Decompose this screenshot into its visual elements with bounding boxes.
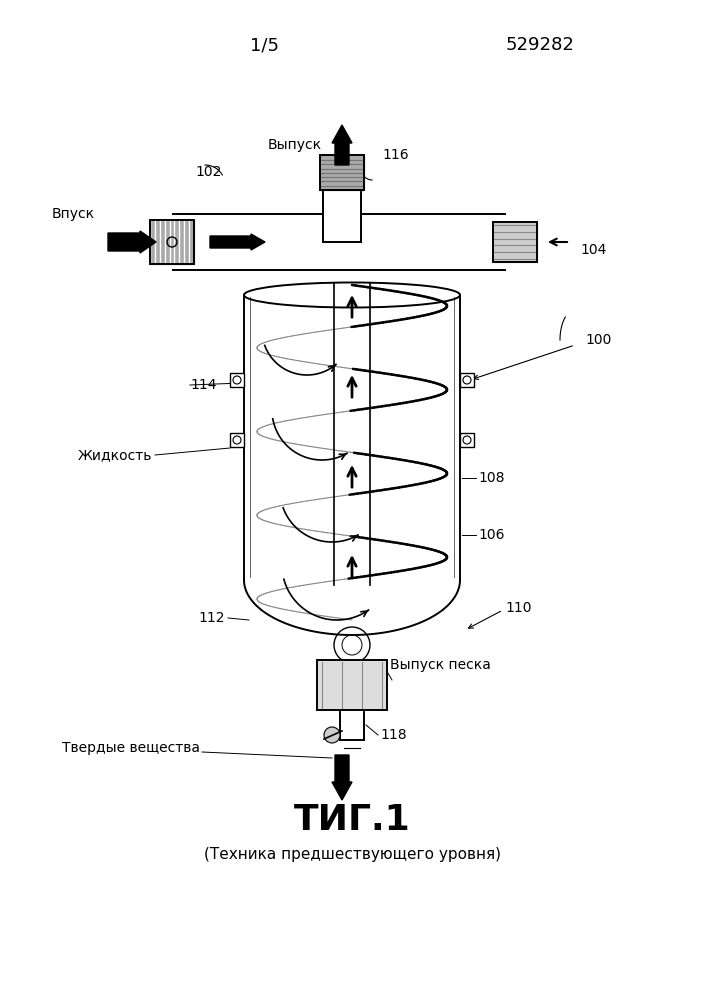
Text: 112: 112 xyxy=(198,611,225,625)
FancyArrow shape xyxy=(210,234,265,250)
Bar xyxy=(323,190,361,242)
Text: 529282: 529282 xyxy=(505,36,574,54)
Text: 106: 106 xyxy=(478,528,505,542)
Text: 104: 104 xyxy=(580,243,607,257)
Bar xyxy=(320,155,364,190)
Bar xyxy=(150,220,194,264)
FancyArrow shape xyxy=(108,231,156,253)
Bar xyxy=(460,373,474,387)
Bar xyxy=(460,433,474,447)
Text: 108: 108 xyxy=(478,471,505,485)
Text: Выпуск: Выпуск xyxy=(268,138,322,152)
Text: ΤИГ.1: ΤИГ.1 xyxy=(294,803,411,837)
Text: 114: 114 xyxy=(190,378,217,392)
FancyArrow shape xyxy=(332,125,352,165)
Text: 100: 100 xyxy=(585,333,612,347)
Text: Жидкость: Жидкость xyxy=(77,448,152,462)
Bar xyxy=(230,373,244,387)
Text: (Техника предшествующего уровня): (Техника предшествующего уровня) xyxy=(203,848,501,862)
Circle shape xyxy=(324,727,340,743)
Text: 110: 110 xyxy=(505,601,531,615)
Bar xyxy=(317,660,387,710)
Text: 116: 116 xyxy=(382,148,408,162)
Bar xyxy=(320,155,364,190)
Bar xyxy=(493,222,537,262)
Text: Выпуск песка: Выпуск песка xyxy=(390,658,491,672)
Text: 118: 118 xyxy=(380,728,406,742)
Bar xyxy=(493,222,537,262)
Text: 102: 102 xyxy=(195,165,221,179)
Bar xyxy=(150,220,194,264)
Text: 1/5: 1/5 xyxy=(250,36,280,54)
FancyArrow shape xyxy=(332,755,352,800)
Text: Впуск: Впуск xyxy=(52,207,95,221)
Text: Твердые вещества: Твердые вещества xyxy=(62,741,200,755)
Bar xyxy=(230,433,244,447)
